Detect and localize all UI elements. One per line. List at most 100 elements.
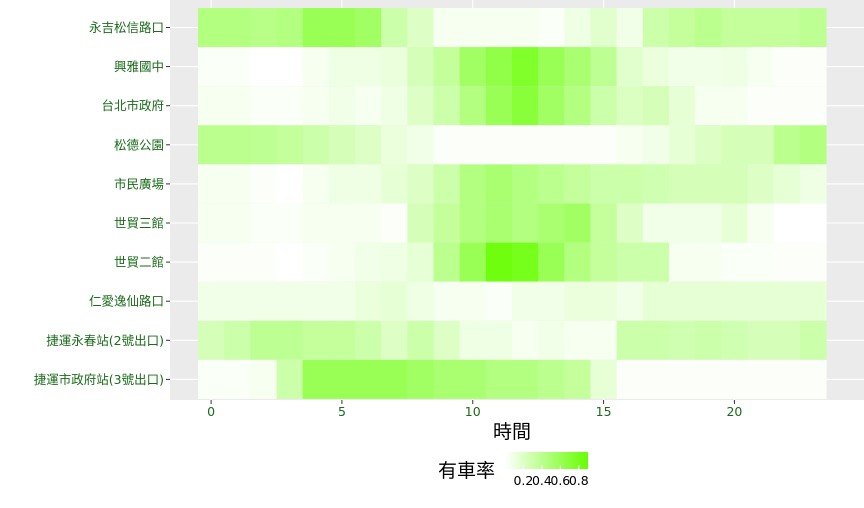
heatmap-cell — [355, 359, 382, 399]
heatmap-cell — [747, 86, 775, 126]
heatmap-cell — [355, 8, 382, 47]
heatmap-cell — [381, 164, 408, 204]
heatmap-cell — [198, 281, 225, 321]
heatmap-cell — [250, 86, 278, 126]
heatmap-cell — [564, 242, 592, 282]
heatmap-cell — [198, 125, 225, 165]
heatmap-cell — [590, 8, 618, 47]
heatmap-cell — [721, 86, 749, 126]
heatmap-cell — [276, 8, 304, 47]
heatmap-cell — [407, 359, 435, 399]
heatmap-cell — [433, 320, 461, 360]
heatmap-cell — [276, 203, 304, 243]
heatmap-cell — [616, 320, 644, 360]
heatmap-cell — [459, 86, 487, 126]
heatmap-cell — [669, 125, 696, 165]
heatmap-cell — [590, 47, 618, 87]
heatmap-cell — [302, 203, 330, 243]
heatmap-cell — [328, 8, 356, 47]
heatmap-cell — [433, 86, 461, 126]
heatmap-cell — [590, 203, 618, 243]
heatmap-cell — [459, 164, 487, 204]
heatmap-cell — [485, 86, 513, 126]
heatmap-cell — [276, 242, 304, 282]
heatmap-cell — [799, 125, 827, 165]
heatmap-cell — [512, 203, 539, 243]
heatmap-cell — [250, 8, 278, 47]
heatmap-cell — [799, 86, 827, 126]
heatmap-cell — [224, 320, 251, 360]
heatmap-cell — [250, 164, 278, 204]
heatmap-cell — [721, 242, 749, 282]
heatmap-cell — [328, 86, 356, 126]
heatmap-cell — [538, 242, 565, 282]
heatmap-cell — [773, 86, 801, 126]
heatmap-cell — [302, 359, 330, 399]
x-axis-title: 時間 — [493, 421, 531, 443]
heatmap-cell — [590, 86, 618, 126]
heatmap-cell — [198, 242, 225, 282]
heatmap-cell — [538, 47, 565, 87]
heatmap-cell — [669, 203, 696, 243]
heatmap-cell — [485, 125, 513, 165]
heatmap-cell — [799, 281, 827, 321]
heatmap-cell — [747, 47, 775, 87]
heatmap-cell — [328, 359, 356, 399]
heatmap-cell — [721, 359, 749, 399]
heatmap-cell — [538, 164, 565, 204]
heatmap-cell — [616, 8, 644, 47]
heatmap-cell — [485, 242, 513, 282]
heatmap-cell — [485, 281, 513, 321]
legend: 0.20.40.60.8 — [513, 465, 589, 488]
heatmap-cell — [616, 281, 644, 321]
heatmap-cell — [433, 47, 461, 87]
y-tick-label: 捷運市政府站(3號出口) — [34, 372, 164, 387]
heatmap-cell — [407, 86, 435, 126]
heatmap-cell — [669, 47, 696, 87]
heatmap-cell — [328, 47, 356, 87]
heatmap-cell — [590, 281, 618, 321]
heatmap-cell — [512, 320, 539, 360]
legend-title: 有車率 — [438, 460, 495, 482]
heatmap-cell — [669, 164, 696, 204]
heatmap-cell — [302, 8, 330, 47]
heatmap-cell — [616, 242, 644, 282]
heatmap-cell — [407, 242, 435, 282]
heatmap-cell — [459, 8, 487, 47]
heatmap-cell — [773, 242, 801, 282]
heatmap-cell — [695, 8, 722, 47]
heatmap-cell — [198, 164, 225, 204]
heatmap-cell — [695, 203, 722, 243]
heatmap-cell — [669, 242, 696, 282]
y-tick-label: 永吉松信路口 — [89, 20, 164, 35]
heatmap-cell — [302, 125, 330, 165]
heatmap-cell — [616, 125, 644, 165]
heatmap-cell — [773, 359, 801, 399]
heatmap-cell — [799, 242, 827, 282]
heatmap-cell — [616, 359, 644, 399]
heatmap-cell — [721, 47, 749, 87]
x-tick-label: 0 — [207, 404, 215, 419]
heatmap-cell — [538, 359, 565, 399]
heatmap-cell — [669, 320, 696, 360]
heatmap-cell — [407, 320, 435, 360]
heatmap-cell — [381, 125, 408, 165]
y-axis: 永吉松信路口興雅國中台北市政府松德公園市民廣場世貿三館世貿二館仁愛逸仙路口捷運永… — [34, 20, 170, 387]
heatmap-cell — [459, 359, 487, 399]
heatmap-cell — [276, 164, 304, 204]
heatmap-cells — [198, 8, 827, 399]
heatmap-cell — [669, 359, 696, 399]
heatmap-cell — [721, 125, 749, 165]
heatmap-cell — [747, 242, 775, 282]
heatmap-cell — [616, 86, 644, 126]
heatmap-cell — [616, 203, 644, 243]
y-tick-label: 興雅國中 — [114, 59, 164, 74]
heatmap-cell — [721, 8, 749, 47]
heatmap-cell — [485, 203, 513, 243]
heatmap-cell — [355, 281, 382, 321]
heatmap-cell — [407, 125, 435, 165]
heatmap-cell — [250, 320, 278, 360]
heatmap-cell — [564, 47, 592, 87]
